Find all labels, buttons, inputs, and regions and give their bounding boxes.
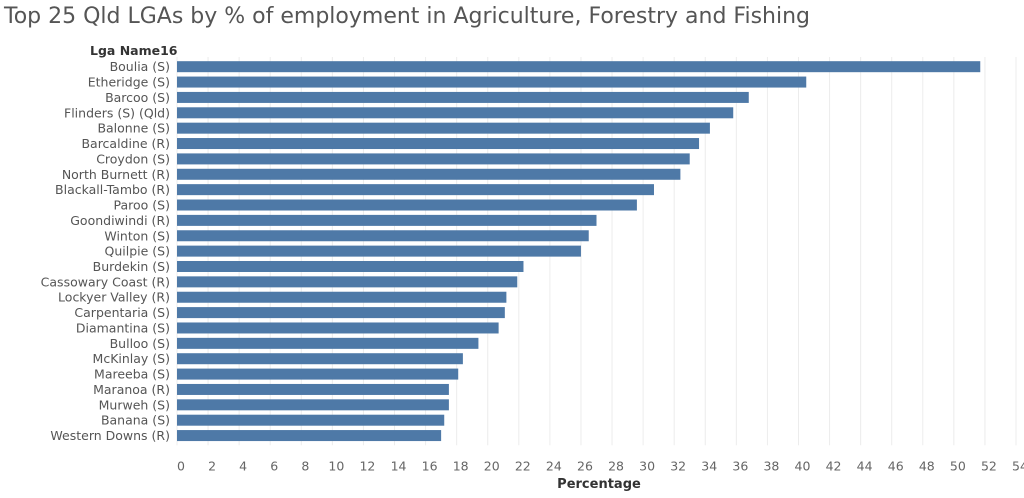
bar[interactable] (177, 399, 449, 411)
bar[interactable] (177, 184, 654, 196)
category-label: Goondiwindi (R) (70, 213, 170, 228)
x-tick-label: 42 (826, 458, 842, 473)
category-label: North Burnett (R) (62, 167, 170, 182)
x-tick-label: 2 (208, 458, 216, 473)
bar[interactable] (177, 61, 981, 73)
x-tick-label: 16 (422, 458, 438, 473)
category-label: McKinlay (S) (93, 351, 170, 366)
bar[interactable] (177, 291, 507, 303)
category-label: Winton (S) (104, 228, 170, 243)
bar[interactable] (177, 307, 505, 319)
x-tick-label: 26 (577, 458, 593, 473)
x-axis-title: Percentage (557, 477, 641, 492)
bar[interactable] (177, 430, 442, 442)
bar[interactable] (177, 414, 445, 426)
bar[interactable] (177, 91, 749, 103)
x-tick-label: 46 (888, 458, 904, 473)
bar[interactable] (177, 138, 700, 150)
category-label: Flinders (S) (Qld) (64, 105, 170, 120)
bar[interactable] (177, 122, 710, 134)
category-label: Bulloo (S) (110, 336, 170, 351)
bar[interactable] (177, 153, 690, 165)
x-tick-label: 8 (301, 458, 309, 473)
x-tick-label: 4 (239, 458, 247, 473)
bar[interactable] (177, 199, 637, 211)
bar[interactable] (177, 230, 589, 242)
x-tick-label: 20 (484, 458, 500, 473)
category-label: Barcoo (S) (105, 90, 170, 105)
chart-title: Top 25 Qld LGAs by % of employment in Ag… (4, 4, 810, 29)
x-tick-label: 30 (639, 458, 655, 473)
x-tick-label: 54 (1012, 458, 1024, 473)
category-label: Paroo (S) (114, 198, 170, 213)
x-tick-label: 44 (857, 458, 873, 473)
category-label: Balonne (S) (97, 121, 170, 136)
x-tick-label: 34 (701, 458, 717, 473)
category-label: Croydon (S) (96, 151, 170, 166)
bar[interactable] (177, 76, 807, 88)
x-tick-label: 36 (732, 458, 748, 473)
x-tick-labels: 0 2 4 6 8 10 12 14 16 18 20 22 24 26 28 30 32 34 36 38 40 42 4… (177, 458, 1024, 473)
x-tick-label: 18 (453, 458, 469, 473)
category-label: Barcaldine (R) (81, 136, 170, 151)
x-tick-label: 14 (391, 458, 407, 473)
category-label: Boulia (S) (110, 59, 170, 74)
bar[interactable] (177, 214, 597, 226)
bar[interactable] (177, 353, 463, 365)
bar[interactable] (177, 168, 681, 180)
x-tick-label: 24 (546, 458, 562, 473)
category-header: Lga Name16 (90, 43, 178, 58)
x-tick-label: 22 (515, 458, 531, 473)
bar[interactable] (177, 260, 524, 272)
category-label: Mareeba (S) (94, 367, 170, 382)
bar[interactable] (177, 368, 459, 380)
category-labels: Boulia (S)Etheridge (S)Barcoo (S)Flinder… (41, 59, 170, 443)
x-tick-label: 38 (763, 458, 779, 473)
x-tick-label: 52 (981, 458, 997, 473)
category-label: Etheridge (S) (88, 75, 170, 90)
category-label: Quilpie (S) (105, 244, 170, 259)
category-label: Lockyer Valley (R) (58, 290, 170, 305)
bars (177, 61, 981, 442)
bar[interactable] (177, 276, 518, 288)
category-label: Blackall-Tambo (R) (55, 182, 170, 197)
x-tick-label: 12 (359, 458, 375, 473)
category-label: Murweh (S) (99, 397, 170, 412)
category-label: Maranoa (R) (93, 382, 170, 397)
category-label: Western Downs (R) (50, 428, 170, 443)
bar[interactable] (177, 337, 479, 349)
x-tick-label: 48 (919, 458, 935, 473)
category-label: Diamantina (S) (76, 320, 170, 335)
x-tick-label: 50 (950, 458, 966, 473)
bar[interactable] (177, 383, 449, 395)
x-tick-label: 0 (177, 458, 185, 473)
category-label: Banana (S) (101, 413, 170, 428)
category-label: Burdekin (S) (93, 259, 170, 274)
bar[interactable] (177, 107, 734, 119)
x-tick-label: 10 (328, 458, 344, 473)
x-tick-label: 40 (795, 458, 811, 473)
x-tick-label: 6 (270, 458, 278, 473)
category-label: Cassowary Coast (R) (41, 274, 170, 289)
bar[interactable] (177, 322, 499, 334)
x-tick-label: 28 (608, 458, 624, 473)
x-tick-label: 32 (670, 458, 686, 473)
category-label: Carpentaria (S) (74, 305, 170, 320)
bar[interactable] (177, 245, 581, 257)
